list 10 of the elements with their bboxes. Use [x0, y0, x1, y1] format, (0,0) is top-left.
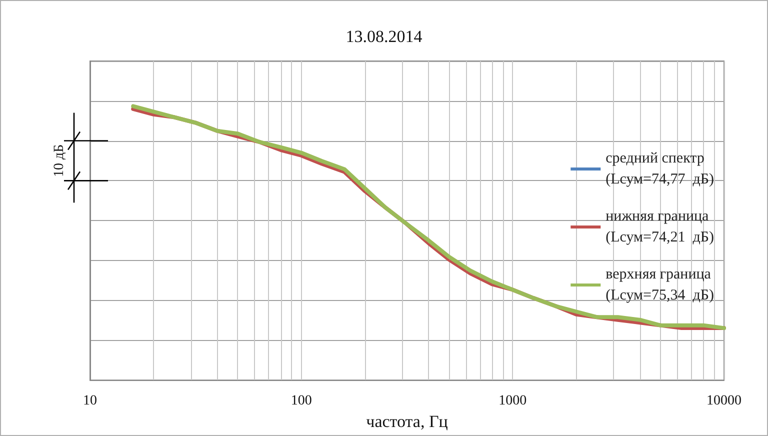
chart-title: 13.08.2014 [346, 27, 423, 46]
x-tick-label: 100 [290, 394, 312, 409]
legend-label: средний спектр (Lсум=74,77 дБ) [606, 150, 714, 188]
x-tick-label: 10 [83, 394, 97, 409]
text: 10 дБ [52, 144, 67, 178]
x-axis-title: частота, Гц [366, 412, 448, 431]
legend-label: верхняя граница (Lсум=75,34 дБ) [606, 266, 714, 304]
x-tick-label: 10000 [706, 394, 742, 409]
x-tick-label: 1000 [498, 394, 527, 409]
legend-label: нижняя граница (Lсум=74,21 дБ) [606, 208, 714, 246]
